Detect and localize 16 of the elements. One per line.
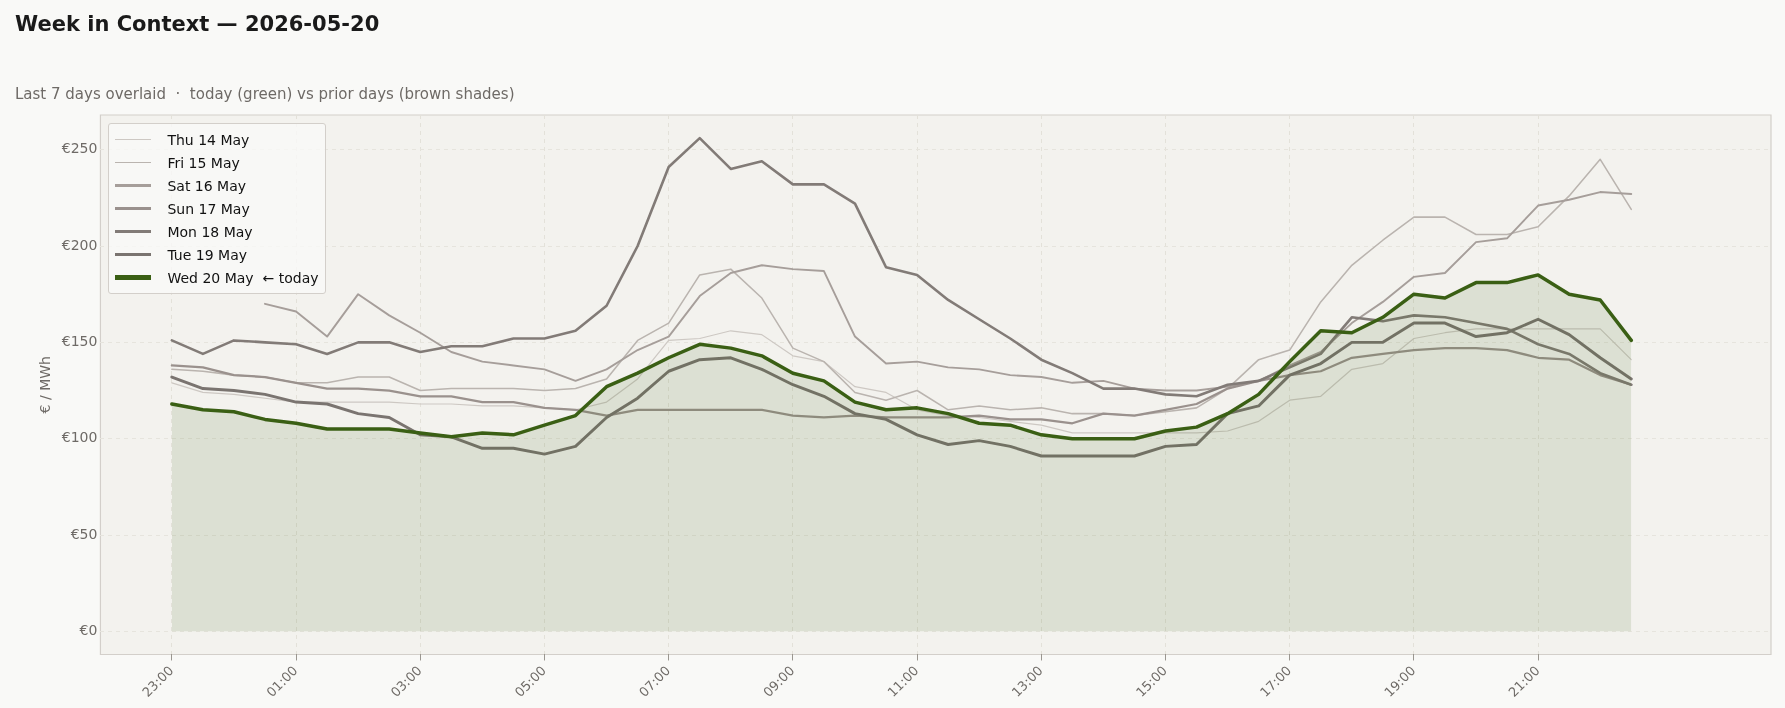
y-tick-label: €200 [61,236,98,253]
legend-label: Fri 15 May [167,154,240,171]
chart-title: Week in Context — 2026-05-20 [15,12,380,36]
y-tick-label: €150 [61,332,98,349]
y-tick-label: €250 [61,140,98,157]
legend-label: Mon 18 May [167,223,253,240]
y-tick-label: €0 [79,622,98,638]
legend-label: Sun 17 May [167,200,250,217]
legend-label: Thu 14 May [167,131,250,148]
legend-label: Wed 20 May ← today [167,269,319,286]
y-axis-title: € / MWh [37,356,54,414]
y-tick-label: €100 [61,429,98,446]
legend-label: Tue 19 May [167,246,247,263]
legend-label: Sat 16 May [167,177,247,194]
y-tick-label: €50 [70,525,98,542]
chart-subtitle: Last 7 days overlaid · today (green) vs prior days (brown shades) [15,85,515,103]
